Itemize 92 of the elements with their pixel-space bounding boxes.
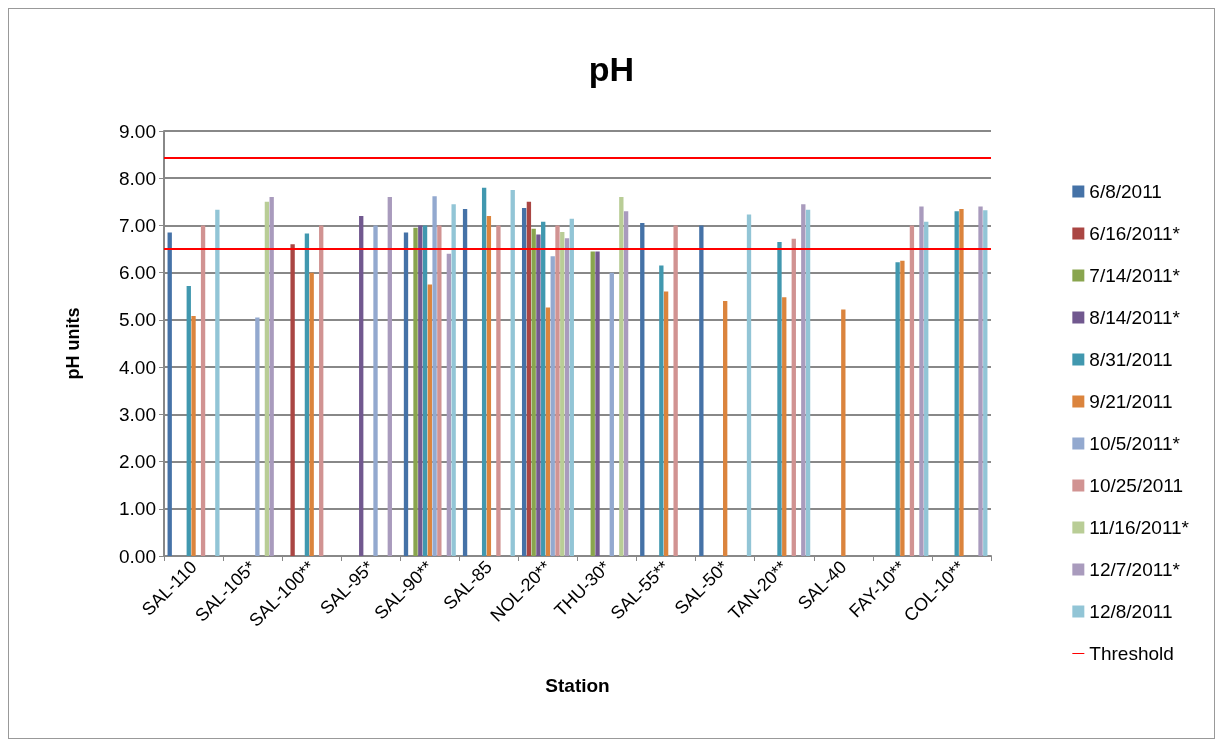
y-tick-label: 3.00 [119, 403, 156, 425]
bar [215, 209, 220, 556]
y-tick-label: 8.00 [119, 167, 156, 189]
bar [545, 307, 551, 556]
bar [451, 204, 456, 556]
bar [959, 208, 964, 556]
bar [437, 225, 442, 556]
bar [782, 297, 787, 556]
bar [909, 225, 915, 556]
legend-label: 10/25/2011 [1089, 475, 1184, 496]
bar [427, 284, 432, 556]
bar [481, 187, 487, 556]
bar [609, 272, 614, 556]
bar [924, 221, 929, 556]
legend-label: 11/16/2011* [1089, 517, 1190, 538]
bar [640, 223, 645, 556]
legend-label: 12/7/2011* [1089, 559, 1181, 580]
y-axis-title: pH units [63, 307, 83, 380]
bar [422, 225, 428, 556]
bar [373, 225, 378, 556]
bar [531, 228, 536, 556]
bar [723, 301, 728, 556]
bar [541, 221, 546, 556]
bar [255, 317, 260, 556]
bar [595, 251, 600, 556]
y-tick-label: 5.00 [119, 309, 156, 331]
bar [418, 225, 423, 556]
bar [550, 256, 555, 556]
bar [496, 225, 501, 556]
bar [569, 218, 574, 556]
bar [510, 190, 515, 556]
bar [403, 232, 409, 556]
bar [983, 210, 988, 556]
bar [978, 206, 983, 556]
bar [536, 234, 541, 556]
bar [590, 251, 595, 556]
legend-label: Threshold [1089, 643, 1174, 664]
bar [269, 197, 274, 556]
x-axis-title: Station [545, 675, 610, 696]
bar [954, 211, 959, 556]
bar [919, 206, 924, 556]
y-tick-label: 2.00 [119, 451, 156, 473]
y-tick-label: 1.00 [119, 498, 156, 520]
bar [264, 201, 270, 556]
bar [555, 225, 560, 556]
y-tick-label: 0.00 [119, 545, 156, 567]
bar [290, 244, 295, 556]
bar [623, 211, 629, 556]
legend-label: 9/21/2011 [1089, 391, 1173, 412]
bar [791, 238, 796, 556]
bar [319, 225, 324, 556]
bar [777, 241, 782, 556]
legend-label: 8/14/2011* [1089, 307, 1181, 328]
bar [359, 216, 364, 556]
y-tick-label: 9.00 [119, 120, 156, 142]
y-tick-label: 4.00 [119, 356, 156, 378]
bar [564, 238, 570, 556]
bar [673, 225, 678, 556]
bar [560, 232, 565, 556]
legend-label: 8/31/2011 [1089, 349, 1173, 370]
bar [387, 197, 392, 556]
bar [446, 253, 452, 556]
bar [801, 204, 806, 556]
bar [900, 260, 905, 556]
bar [304, 233, 310, 556]
bar [200, 225, 206, 556]
legend-label: 10/5/2011* [1089, 433, 1181, 454]
bar [309, 272, 314, 556]
bar [659, 265, 664, 556]
bar [413, 227, 418, 556]
bar [699, 225, 704, 556]
y-tick-label: 7.00 [119, 214, 156, 236]
chart-title: pH [588, 50, 635, 88]
bar [805, 209, 811, 556]
bar [191, 316, 196, 556]
bar [486, 216, 492, 556]
bar [432, 196, 437, 556]
bar [521, 207, 527, 556]
legend-label: 7/14/2011* [1089, 265, 1181, 286]
bar [167, 232, 172, 556]
bar [462, 208, 468, 556]
y-tick-label: 6.00 [119, 262, 156, 284]
legend-label: 12/8/2011 [1089, 601, 1173, 622]
bar [841, 309, 846, 556]
bar [526, 201, 532, 556]
legend-label: 6/8/2011 [1089, 181, 1162, 202]
bar [186, 285, 191, 556]
bar [663, 291, 669, 556]
bar [895, 262, 900, 556]
bar [619, 197, 624, 556]
legend-label: 6/16/2011* [1089, 223, 1181, 244]
bar [746, 214, 752, 556]
